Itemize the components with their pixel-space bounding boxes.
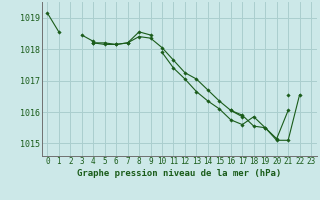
X-axis label: Graphe pression niveau de la mer (hPa): Graphe pression niveau de la mer (hPa) (77, 169, 281, 178)
